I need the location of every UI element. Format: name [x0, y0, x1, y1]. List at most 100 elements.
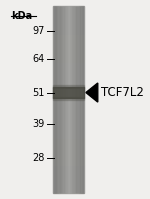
Bar — [53, 75, 84, 76]
Bar — [80, 6, 81, 193]
Bar — [71, 6, 72, 193]
Polygon shape — [86, 83, 98, 102]
Bar — [58, 6, 59, 193]
Bar — [53, 27, 84, 28]
Bar — [53, 175, 84, 176]
Bar — [53, 153, 84, 154]
Bar — [53, 80, 84, 81]
Text: 51: 51 — [32, 88, 45, 98]
Bar — [67, 6, 68, 193]
Bar — [53, 110, 84, 111]
Bar — [53, 40, 84, 41]
Bar — [53, 6, 84, 7]
Bar — [53, 87, 84, 98]
Bar — [53, 97, 84, 100]
Bar — [53, 166, 84, 167]
Bar — [53, 113, 84, 114]
Bar — [53, 90, 84, 91]
Bar — [53, 141, 84, 142]
Bar — [53, 83, 84, 84]
Bar — [53, 130, 84, 131]
Bar — [53, 157, 84, 158]
Bar — [75, 6, 76, 193]
Bar — [53, 87, 84, 88]
Bar — [53, 86, 84, 87]
Bar — [53, 126, 84, 127]
Bar — [79, 6, 80, 193]
Bar — [53, 104, 84, 105]
Bar — [53, 70, 84, 71]
Bar — [53, 28, 84, 29]
Bar — [53, 8, 84, 9]
Bar — [53, 21, 84, 22]
Bar — [53, 98, 84, 99]
Bar — [53, 49, 84, 50]
Bar — [53, 91, 84, 92]
Bar — [53, 65, 84, 66]
Bar — [53, 125, 84, 126]
Bar — [53, 137, 84, 138]
Bar — [53, 82, 84, 83]
Bar — [53, 123, 84, 124]
Bar — [53, 84, 84, 85]
Bar — [53, 100, 84, 101]
Bar — [53, 6, 54, 193]
Bar — [53, 85, 84, 86]
Bar — [53, 64, 84, 65]
Bar — [53, 154, 84, 155]
Bar — [53, 144, 84, 145]
Bar — [53, 25, 84, 26]
Bar — [53, 50, 84, 51]
Bar — [53, 63, 84, 64]
Bar — [53, 44, 84, 45]
Bar — [53, 106, 84, 107]
Bar — [54, 6, 55, 193]
Bar — [53, 132, 84, 133]
Bar — [53, 191, 84, 192]
Bar — [53, 26, 84, 27]
Bar — [53, 99, 84, 100]
Bar — [53, 187, 84, 188]
Bar — [53, 129, 84, 130]
Bar — [53, 147, 84, 148]
Bar — [53, 134, 84, 135]
Bar — [53, 24, 84, 25]
Bar — [53, 111, 84, 112]
Bar — [53, 152, 84, 153]
Bar — [53, 20, 84, 21]
Bar — [53, 140, 84, 141]
Bar — [53, 18, 84, 19]
Text: 28: 28 — [32, 153, 45, 163]
Bar — [53, 15, 84, 16]
Bar — [53, 42, 84, 43]
Bar — [53, 54, 84, 55]
Bar — [61, 6, 62, 193]
Bar — [53, 118, 84, 119]
Text: 39: 39 — [32, 119, 45, 129]
Bar — [53, 62, 84, 63]
Bar — [53, 184, 84, 185]
Bar — [53, 58, 84, 59]
Bar — [53, 170, 84, 171]
Text: TCF7L2: TCF7L2 — [100, 86, 143, 99]
Bar — [53, 155, 84, 156]
Bar — [53, 45, 84, 46]
Bar — [53, 143, 84, 144]
Bar — [53, 186, 84, 187]
Bar — [53, 38, 84, 39]
Bar — [53, 10, 84, 11]
Bar — [60, 6, 61, 193]
Bar — [53, 43, 84, 44]
Bar — [53, 107, 84, 108]
Bar — [53, 181, 84, 182]
Bar — [53, 149, 84, 150]
Bar — [53, 78, 84, 79]
Bar — [53, 101, 84, 102]
Bar — [53, 74, 84, 75]
Bar — [53, 12, 84, 13]
Bar — [53, 16, 84, 17]
Bar — [68, 6, 69, 193]
Bar — [53, 128, 84, 129]
Bar — [53, 69, 84, 70]
Bar — [53, 34, 84, 35]
